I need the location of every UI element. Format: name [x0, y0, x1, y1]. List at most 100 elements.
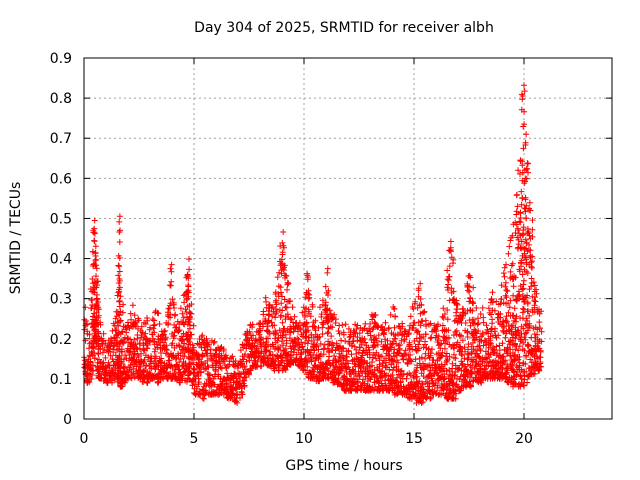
data-point: [387, 376, 394, 382]
data-point: [506, 304, 513, 311]
data-point: [241, 363, 248, 370]
data-point: [333, 340, 340, 347]
data-point: [515, 167, 522, 174]
data-point: [158, 355, 165, 362]
data-point: [279, 354, 286, 361]
data-point: [131, 361, 138, 368]
data-point: [475, 315, 481, 322]
data-point: [338, 337, 345, 344]
data-point: [330, 342, 337, 348]
data-point: [176, 343, 183, 350]
data-point: [123, 329, 130, 336]
data-point: [278, 338, 285, 345]
data-point: [295, 347, 302, 354]
data-point: [454, 339, 461, 346]
data-point: [82, 304, 89, 311]
plot-frame: [83, 57, 613, 420]
data-point: [533, 290, 540, 297]
data-point: [502, 292, 509, 299]
data-point: [92, 262, 99, 269]
x-tick-label: 10: [295, 431, 313, 447]
data-point: [162, 327, 168, 334]
data-point: [483, 339, 490, 346]
data-point: [224, 390, 231, 397]
data-point: [465, 341, 472, 348]
data-point: [116, 255, 123, 261]
y-tick-label: 0.3: [50, 292, 72, 308]
data-point: [135, 317, 142, 324]
data-point: [514, 203, 521, 210]
data-point: [282, 331, 289, 338]
data-point: [418, 301, 425, 308]
data-point: [325, 348, 332, 355]
data-point: [283, 340, 290, 347]
data-point: [88, 375, 95, 382]
data-point: [416, 345, 423, 352]
data-point: [418, 354, 425, 361]
data-point: [238, 388, 245, 395]
data-point: [464, 328, 471, 335]
data-point: [403, 375, 410, 382]
data-point: [521, 368, 528, 375]
data-point: [97, 319, 104, 326]
data-point: [415, 285, 422, 292]
data-point: [180, 330, 187, 337]
data-point: [128, 375, 135, 382]
data-point: [525, 342, 532, 349]
data-point: [416, 331, 423, 338]
data-point: [100, 330, 107, 337]
data-point: [445, 287, 451, 293]
data-point: [212, 347, 219, 354]
data-point: [413, 335, 420, 342]
data-point: [305, 287, 312, 294]
data-point: [497, 314, 504, 321]
data-point: [266, 308, 273, 314]
data-point: [142, 330, 149, 337]
data-point: [439, 322, 446, 329]
data-point: [453, 300, 460, 307]
data-point: [419, 399, 426, 406]
data-point: [516, 343, 523, 350]
data-point: [452, 395, 459, 402]
data-point: [145, 354, 152, 361]
data-point: [95, 312, 102, 319]
data-point: [518, 91, 525, 98]
data-point: [115, 322, 122, 329]
data-point: [198, 361, 205, 368]
data-point: [516, 268, 523, 275]
y-axis-label: SRMTID / TECUs: [8, 182, 24, 295]
data-point: [279, 307, 286, 314]
data-point: [515, 241, 522, 248]
data-point: [319, 331, 326, 337]
data-point: [116, 218, 123, 225]
data-point: [445, 327, 452, 334]
data-point: [521, 266, 528, 273]
data-point: [92, 243, 99, 250]
data-point: [180, 292, 187, 299]
data-point: [271, 322, 278, 329]
data-point: [280, 342, 287, 349]
data-point: [247, 366, 253, 373]
data-point: [289, 304, 296, 311]
data-point: [101, 346, 108, 353]
data-point: [171, 305, 178, 311]
data-point: [211, 381, 218, 388]
data-point: [382, 382, 389, 389]
data-point: [249, 321, 256, 328]
data-point: [445, 281, 452, 288]
data-point: [169, 296, 176, 303]
data-point: [470, 284, 477, 291]
data-point: [493, 343, 500, 350]
data-point: [391, 305, 398, 312]
data-point: [532, 298, 539, 305]
data-point: [359, 370, 366, 376]
data-point: [524, 300, 531, 307]
data-point: [487, 337, 494, 344]
data-point: [149, 316, 156, 323]
data-point: [150, 325, 157, 332]
data-point: [514, 225, 521, 232]
data-point: [498, 296, 505, 302]
data-point: [279, 249, 286, 256]
data-point: [503, 313, 510, 320]
data-point: [526, 232, 533, 239]
